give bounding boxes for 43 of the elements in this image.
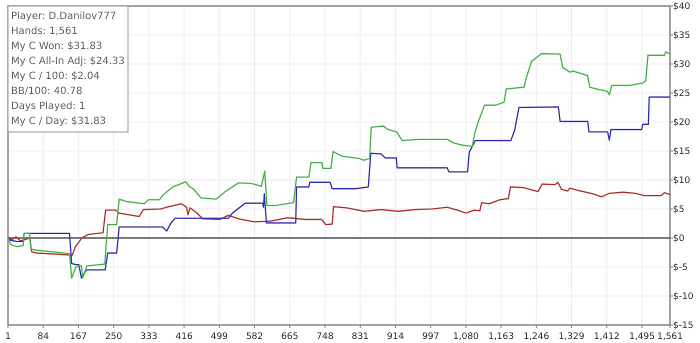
- x-tick-label: 1,329: [558, 332, 585, 342]
- x-tick-label: 748: [316, 332, 334, 342]
- y-tick-label: $20: [673, 118, 690, 128]
- y-tick-label: $-15: [673, 321, 694, 331]
- x-tick-label: 1,163: [488, 332, 514, 342]
- x-tick-label: 997: [422, 332, 440, 342]
- y-tick-label: $-10: [673, 292, 694, 302]
- annotation: My C / Day: $31.83: [11, 116, 106, 127]
- line-series: [7, 51, 671, 279]
- annotation: My C / 100: $2.04: [11, 71, 100, 82]
- x-tick-label: 84: [37, 332, 50, 342]
- y-tick-label: $40: [673, 2, 690, 12]
- x-tick-label: 1,561: [657, 332, 683, 342]
- y-tick-label: $-5: [673, 263, 688, 273]
- x-tick-label: 499: [210, 332, 228, 342]
- line-series: [7, 182, 671, 256]
- x-tick-label: 1,246: [523, 332, 550, 342]
- y-tick-label: $0: [673, 234, 685, 244]
- annotation: Days Played: 1: [11, 101, 86, 112]
- annotation: My C Won: $31.83: [11, 41, 102, 52]
- y-tick-label: $5: [673, 205, 684, 215]
- line-series: [7, 96, 671, 279]
- x-tick-label: 831: [352, 332, 369, 342]
- x-tick-label: 1,412: [594, 332, 620, 342]
- y-tick-label: $30: [673, 60, 690, 70]
- x-tick-label: 250: [105, 332, 123, 342]
- y-tick-label: $15: [673, 147, 690, 157]
- x-tick-label: 167: [70, 332, 88, 342]
- x-tick-label: 416: [176, 332, 193, 342]
- x-tick-label: 914: [386, 332, 404, 342]
- annotation: Player: D.Danilov777: [11, 11, 116, 22]
- annotation: BB/100: 40.78: [11, 86, 82, 97]
- y-tick-label: $35: [673, 31, 690, 41]
- x-tick-label: 1,495: [629, 332, 655, 342]
- y-tick-label: $10: [673, 176, 690, 186]
- x-tick-label: 1,080: [453, 332, 480, 342]
- x-tick-label: 582: [246, 332, 264, 342]
- x-tick-label: 665: [281, 332, 298, 342]
- x-tick-label: 1: [5, 332, 11, 342]
- x-tick-label: 333: [140, 332, 158, 342]
- annotation: Hands: 1,561: [11, 26, 78, 37]
- y-tick-label: $25: [673, 89, 690, 99]
- annotation: My C All-In Adj: $24.33: [11, 56, 125, 67]
